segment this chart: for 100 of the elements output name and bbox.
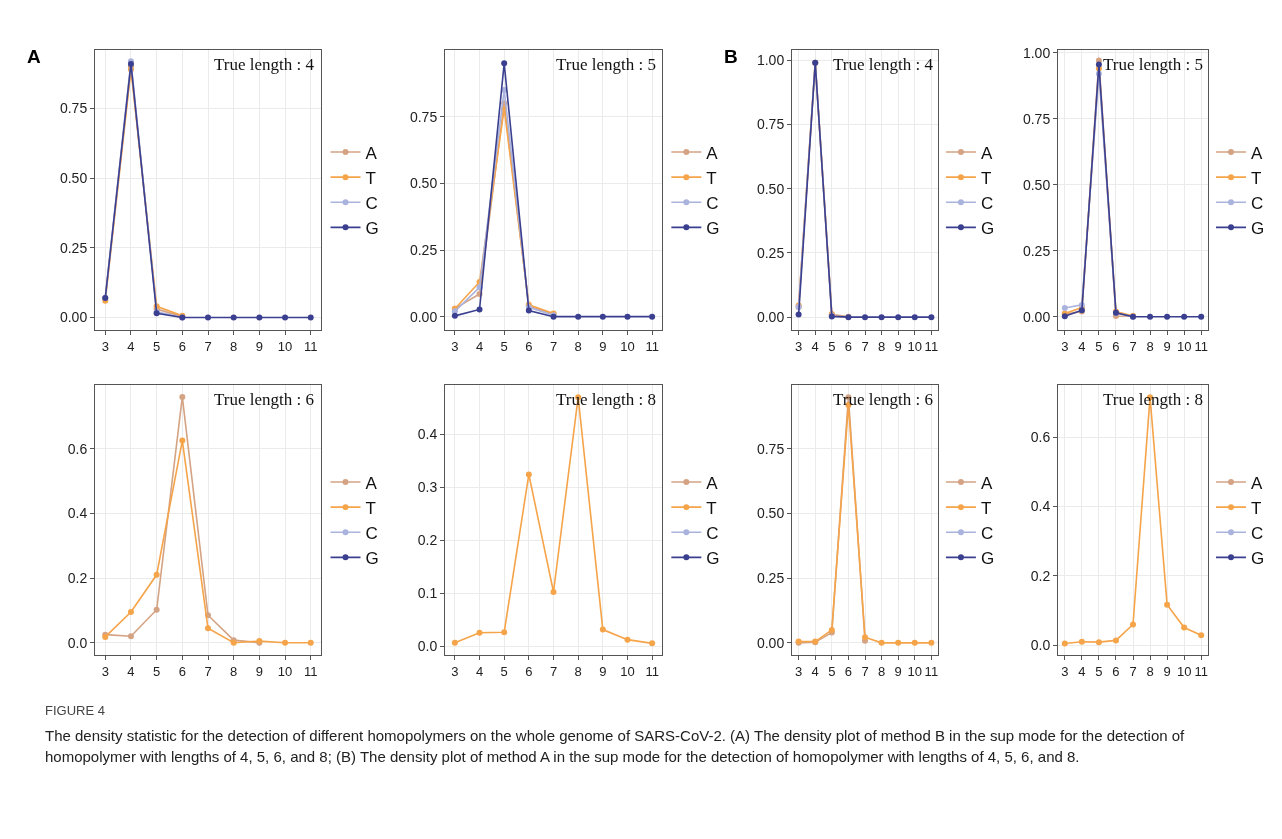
y-tick-label: 0.25 (59, 239, 88, 256)
y-tick-label: 0.2 (67, 569, 88, 586)
x-tick-label: 5 (1095, 663, 1103, 679)
legend-label: T (365, 168, 376, 188)
x-tick-label: 7 (549, 338, 558, 354)
legend-label: A (365, 143, 378, 163)
x-tick-label: 9 (1163, 338, 1171, 354)
chart-title: True length : 4 (833, 55, 934, 74)
x-tick-label: 5 (1095, 338, 1103, 354)
y-tick-label: 0.0 (67, 634, 88, 651)
legend-label: C (1251, 193, 1264, 213)
x-tick-label: 3 (795, 663, 803, 679)
x-tick-label: 3 (101, 663, 109, 679)
legend-label: C (706, 523, 719, 543)
x-tick-label: 8 (230, 338, 238, 354)
y-tick-label: 0.1 (417, 584, 438, 601)
legend-label: A (706, 473, 719, 493)
x-tick-label: 6 (1112, 663, 1120, 679)
y-tick-label: 0.25 (1022, 242, 1051, 259)
legend-label: G (1251, 218, 1265, 238)
x-tick-label: 11 (303, 338, 318, 354)
y-tick-label: 0.50 (756, 180, 785, 197)
y-tick-label: 0.00 (756, 309, 785, 326)
x-tick-label: 9 (1163, 663, 1171, 679)
legend-label: C (980, 193, 994, 213)
legend-label: C (980, 523, 994, 543)
legend-label: G (365, 218, 379, 238)
legend-label: T (706, 168, 717, 188)
x-tick-label: 10 (620, 338, 635, 354)
x-tick-label: 5 (500, 338, 508, 354)
x-tick-label: 7 (1129, 338, 1137, 354)
x-tick-label: 7 (204, 663, 212, 679)
x-tick-label: 10 (277, 663, 293, 679)
x-tick-label: 6 (844, 338, 853, 354)
chart-title: True length : 6 (833, 390, 933, 409)
legend-label: T (980, 168, 992, 188)
legend-label: T (980, 498, 992, 518)
y-tick-label: 0.50 (59, 170, 88, 187)
x-tick-label: 3 (451, 663, 459, 679)
x-tick-label: 10 (1176, 338, 1192, 354)
chart-title: True length : 5 (556, 55, 656, 74)
legend-label: G (365, 548, 379, 568)
legend-label: C (365, 193, 378, 213)
legend-label: A (980, 473, 993, 493)
x-tick-label: 8 (230, 663, 238, 679)
legend-label: A (1251, 143, 1263, 163)
y-tick-label: 0.75 (756, 440, 785, 457)
x-tick-label: 11 (1194, 338, 1208, 354)
x-tick-label: 8 (574, 338, 582, 354)
x-tick-label: 3 (1061, 338, 1069, 354)
x-tick-label: 9 (894, 338, 902, 354)
x-tick-label: 6 (178, 338, 186, 354)
y-tick-label: 0.00 (1022, 308, 1051, 325)
y-tick-label: 1.00 (1022, 44, 1051, 61)
legend-label: A (365, 473, 378, 493)
caption: FIGURE 4 (45, 702, 106, 720)
x-tick-label: 4 (1078, 338, 1086, 354)
x-tick-label: 7 (861, 338, 869, 354)
legend-label: C (706, 193, 719, 213)
x-tick-label: 3 (101, 338, 109, 354)
x-tick-label: 10 (277, 338, 293, 354)
y-tick-label: 0.00 (409, 308, 438, 325)
y-tick-label: 0.3 (417, 479, 438, 496)
y-tick-label: 0.2 (417, 532, 438, 549)
y-tick-label: 0.2 (1030, 567, 1051, 584)
chart-title: True length : 5 (1103, 55, 1203, 74)
x-tick-label: 4 (811, 338, 819, 354)
y-tick-label: 0.00 (59, 309, 88, 326)
x-tick-label: 11 (645, 663, 659, 679)
x-tick-label: 10 (620, 663, 635, 679)
x-tick-label: 7 (1129, 663, 1137, 679)
legend-label: A (1251, 473, 1263, 493)
y-tick-label: 0.25 (756, 244, 785, 261)
x-tick-label: 9 (599, 663, 607, 679)
y-tick-label: 0.4 (1030, 498, 1051, 515)
legend-label: T (1251, 498, 1262, 518)
y-tick-label: 0.75 (756, 116, 785, 133)
x-tick-label: 3 (1061, 663, 1069, 679)
legend-label: G (1251, 548, 1265, 568)
x-tick-label: 5 (828, 338, 836, 354)
y-tick-label: 0.6 (67, 440, 88, 457)
x-tick-label: 5 (153, 338, 161, 354)
x-tick-label: 6 (525, 663, 533, 679)
legend-label: G (980, 218, 995, 238)
x-tick-label: 11 (1194, 663, 1208, 679)
y-tick-label: 0.75 (59, 100, 88, 117)
y-tick-label: 0.50 (1022, 176, 1051, 193)
x-tick-label: 10 (907, 338, 922, 354)
legend-label: G (706, 548, 720, 568)
x-tick-label: 7 (204, 338, 212, 354)
legend-label: T (1251, 168, 1262, 188)
legend-label: A (980, 143, 993, 163)
x-tick-label: 8 (574, 663, 582, 679)
x-tick-label: 4 (127, 338, 135, 354)
x-tick-label: 11 (303, 663, 318, 679)
x-tick-label: 10 (1176, 663, 1192, 679)
x-tick-label: 9 (255, 663, 263, 679)
x-tick-label: 4 (811, 663, 819, 679)
y-tick-label: 0.75 (409, 108, 438, 125)
x-tick-label: 4 (475, 338, 484, 354)
